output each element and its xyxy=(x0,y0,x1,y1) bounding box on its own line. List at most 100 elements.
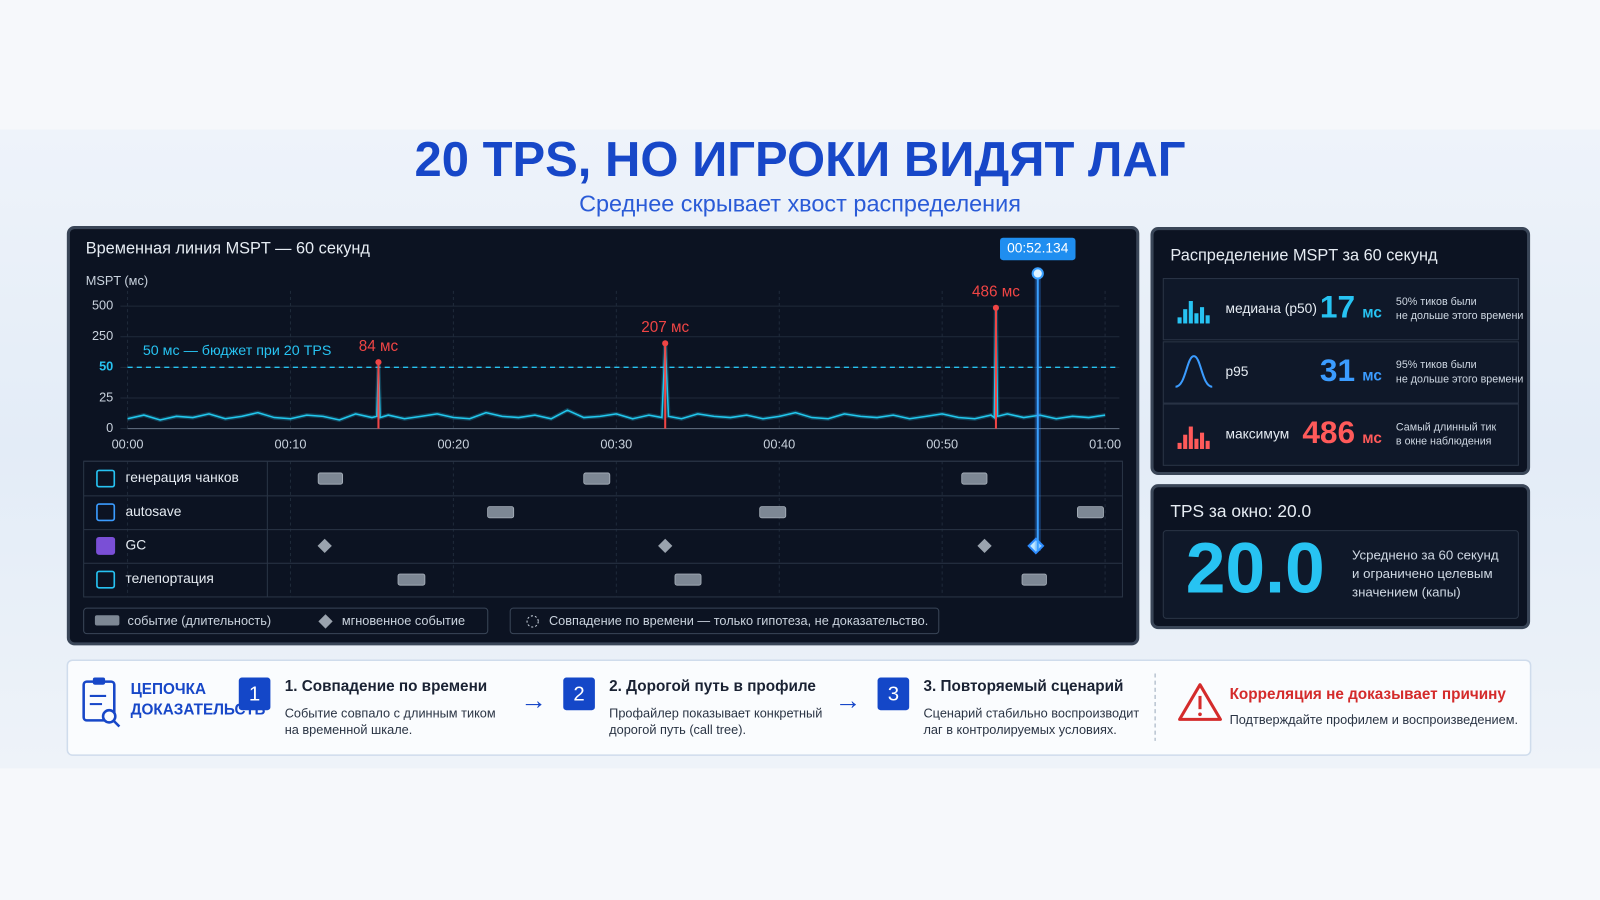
event-span xyxy=(1021,573,1047,586)
evidence-heading: ЦЕПОЧКА xyxy=(131,681,206,698)
x-tick-label: 00:50 xyxy=(926,436,958,451)
warning-title: Корреляция не доказывает причину xyxy=(1230,686,1507,703)
y-tick-label: 25 xyxy=(99,389,113,404)
row-value: 486 xyxy=(1302,414,1355,450)
evidence-card xyxy=(66,659,1532,756)
event-span xyxy=(487,506,515,519)
step-title: 1. Совпадение по времени xyxy=(285,678,488,695)
step-text: Сценарий стабильно воспроизводит xyxy=(923,706,1139,721)
y-tick-label: 250 xyxy=(92,328,113,343)
legend-instant-symbol xyxy=(318,614,333,629)
y-tick-label: 50 xyxy=(99,359,113,374)
spike-marker xyxy=(662,340,669,347)
event-instant xyxy=(977,538,992,554)
row-icon xyxy=(1200,307,1205,324)
step-number: 2 xyxy=(573,683,584,705)
timeline-panel xyxy=(66,226,1140,646)
step-badge xyxy=(877,677,910,711)
row-note: не дольше этого времени xyxy=(1396,310,1524,322)
tps-title: TPS за окно: 20.0 xyxy=(1170,501,1311,521)
note-box xyxy=(509,607,940,635)
step-text: на временной шкале. xyxy=(285,722,413,737)
event-instant xyxy=(1027,537,1045,555)
distribution-row xyxy=(1162,278,1519,341)
mspt-line xyxy=(127,307,1106,421)
row-note: не дольше этого времени xyxy=(1396,373,1524,385)
lane-label: autosave xyxy=(126,504,182,519)
row-value: 17 xyxy=(1320,289,1355,325)
x-tick-label: 00:10 xyxy=(275,436,307,451)
warning-text: Подтверждайте профилем и воспроизведение… xyxy=(1230,712,1518,727)
event-span xyxy=(961,472,988,485)
row-icon xyxy=(1177,442,1182,449)
tps-note: Усреднено за 60 секунд xyxy=(1352,548,1499,563)
lane-label: телепортация xyxy=(126,571,214,586)
distribution-rows: медиана (p50) 17 мс 50% тиков были не дольше… xyxy=(1162,278,1524,466)
spike-marker xyxy=(992,304,1000,311)
row-unit: мс xyxy=(1362,304,1382,321)
tps-box xyxy=(1162,530,1519,619)
clipboard-icon xyxy=(82,677,121,728)
row-icon xyxy=(1183,309,1188,324)
spike-label: 84 мс xyxy=(359,338,399,355)
x-tick-label: 01:00 xyxy=(1089,436,1121,451)
legend-label: событие (длительность) xyxy=(128,613,272,628)
page-subtitle: Среднее скрывает хвост распределения xyxy=(579,190,1021,216)
lane-label: GC xyxy=(126,538,147,553)
event-span xyxy=(759,506,787,519)
event-span xyxy=(317,472,344,485)
cursor-label-box xyxy=(1000,237,1076,261)
step-number: 3 xyxy=(888,683,899,705)
spike-label: 207 мс xyxy=(641,319,689,336)
distribution-row xyxy=(1162,341,1519,404)
budget-label: 50 мс — бюджет при 20 TPS xyxy=(143,343,332,359)
lane-label: генерация чанков xyxy=(126,470,239,485)
step-title: 3. Повторяемый сценарий xyxy=(923,678,1123,695)
chart-title: Временная линия MSPT — 60 секунд xyxy=(86,239,371,257)
step-text: Событие совпало с длинным тиком xyxy=(285,706,496,721)
legend-span-symbol xyxy=(94,615,120,626)
y-axis-label: MSPT (мс) xyxy=(86,273,148,288)
distribution-title: Распределение MSPT за 60 секунд xyxy=(1170,246,1438,264)
row-note: 50% тиков были xyxy=(1396,296,1477,308)
note-icon xyxy=(526,615,539,628)
legend-box xyxy=(83,607,489,635)
row-note: 95% тиков были xyxy=(1396,359,1477,371)
spike-marker xyxy=(375,359,382,366)
tps-note: и ограничено целевым xyxy=(1352,566,1493,581)
event-span xyxy=(397,573,426,586)
step-badge xyxy=(563,677,595,711)
y-tick-label: 0 xyxy=(106,420,113,435)
page-title: 20 TPS, НО ИГРОКИ ВИДЯТ ЛАГ xyxy=(415,133,1186,187)
warning-icon xyxy=(1178,683,1222,721)
tps-value: 20.0 xyxy=(1186,528,1325,608)
row-icon xyxy=(1188,426,1193,449)
lane-icon xyxy=(96,503,116,522)
event-span xyxy=(1076,506,1104,519)
step-badge xyxy=(238,677,271,711)
x-tick-label: 00:30 xyxy=(600,436,632,451)
row-note: Самый длинный тик xyxy=(1396,421,1497,433)
row-icon xyxy=(1183,434,1188,449)
row-icon xyxy=(1194,313,1199,324)
row-icon xyxy=(1177,317,1182,324)
row-icon xyxy=(1188,301,1193,324)
row-value: 31 xyxy=(1320,352,1355,388)
x-tick-label: 00:00 xyxy=(112,436,144,451)
x-tick-label: 00:40 xyxy=(763,436,795,451)
tps-note: значением (капы) xyxy=(1352,584,1461,599)
distribution-row xyxy=(1162,403,1519,466)
spike-label: 486 мс xyxy=(972,284,1020,301)
arrow: → xyxy=(520,685,547,715)
step-number: 1 xyxy=(249,683,260,705)
row-label: медиана (p50) xyxy=(1226,301,1317,316)
event-span xyxy=(583,472,611,485)
row-unit: мс xyxy=(1362,430,1382,447)
event-span xyxy=(674,573,702,586)
row-icon xyxy=(1205,315,1210,324)
evidence-heading: ДОКАЗАТЕЛЬСТВ xyxy=(131,701,266,718)
row-note: в окне наблюдения xyxy=(1396,436,1492,448)
x-tick-label: 00:20 xyxy=(437,436,469,451)
row-icon xyxy=(1200,432,1205,449)
